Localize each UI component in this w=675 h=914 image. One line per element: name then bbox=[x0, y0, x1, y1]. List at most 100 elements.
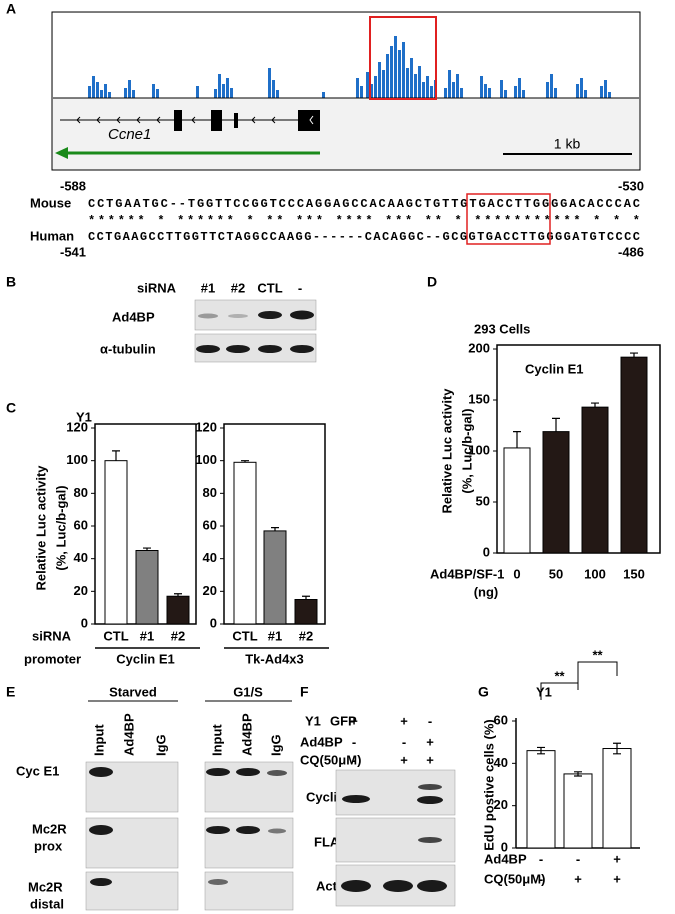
panel-label: G bbox=[478, 684, 489, 700]
motif-box bbox=[466, 193, 551, 245]
band bbox=[267, 770, 287, 776]
y-axis-label: Relative Luc activity bbox=[33, 465, 48, 591]
error-bar bbox=[302, 595, 310, 600]
y-tick-label: 0 bbox=[210, 615, 217, 630]
bar bbox=[135, 550, 159, 625]
lane-label: Input bbox=[91, 724, 106, 756]
band bbox=[417, 880, 447, 892]
condition-value: + bbox=[400, 752, 408, 767]
band bbox=[196, 345, 220, 353]
blot-label: Ad4BP bbox=[112, 309, 155, 324]
condition-value: - bbox=[576, 851, 580, 866]
bar bbox=[581, 406, 609, 554]
panel-label: D bbox=[427, 274, 437, 290]
row-label: Cyc E1 bbox=[16, 763, 59, 778]
scale-label: 1 kb bbox=[554, 136, 581, 152]
blot bbox=[85, 871, 179, 911]
condition-value: + bbox=[400, 713, 408, 728]
band bbox=[417, 796, 443, 804]
error-bar bbox=[112, 450, 120, 461]
error-bar bbox=[143, 547, 151, 551]
condition-label: GFP bbox=[330, 713, 357, 728]
band bbox=[418, 837, 442, 843]
y-axis-label: Relative Luc activity bbox=[439, 388, 454, 514]
y-tick-label: 60 bbox=[494, 712, 508, 727]
y-tick-label: 20 bbox=[494, 797, 508, 812]
conservation-line: ****** * ****** * ** *** **** *** ** * *… bbox=[88, 214, 640, 228]
error-bar bbox=[591, 402, 599, 408]
band bbox=[268, 828, 286, 834]
error-bar bbox=[271, 527, 279, 531]
y-tick-label: 40 bbox=[203, 550, 217, 565]
band bbox=[89, 825, 113, 835]
condition-value: + bbox=[426, 734, 434, 749]
row-label: distal bbox=[30, 896, 64, 911]
y-tick-label: 120 bbox=[195, 419, 217, 434]
group-label: Starved bbox=[109, 684, 157, 699]
species-label: Mouse bbox=[30, 195, 71, 210]
row-label: promoter bbox=[24, 651, 81, 666]
lane-label: #1 bbox=[201, 280, 215, 295]
x-tick-label: #1 bbox=[268, 628, 282, 643]
error-bar bbox=[537, 746, 545, 755]
condition-value: - bbox=[539, 871, 543, 886]
group-label: G1/S bbox=[233, 684, 263, 699]
bar bbox=[294, 599, 318, 625]
error-bar bbox=[574, 771, 582, 777]
strand-arrows bbox=[76, 116, 276, 124]
y-tick-label: 200 bbox=[468, 340, 490, 355]
bar bbox=[542, 431, 570, 554]
bar bbox=[233, 461, 257, 625]
x-tick-label: #1 bbox=[140, 628, 154, 643]
x-tick-label: #2 bbox=[299, 628, 313, 643]
y-axis-label: (%, Luc/b-gal) bbox=[459, 408, 474, 493]
condition-label: CQ(50μM) bbox=[484, 871, 545, 886]
band bbox=[90, 878, 112, 886]
error-bar bbox=[630, 352, 638, 358]
significance-bracket bbox=[577, 661, 618, 690]
lane-label: Input bbox=[209, 724, 224, 756]
y-tick-label: 20 bbox=[74, 583, 88, 598]
panel-label: B bbox=[6, 274, 16, 290]
x-tick-label: 0 bbox=[513, 566, 520, 581]
y-tick-label: 40 bbox=[74, 550, 88, 565]
condition-value: - bbox=[352, 752, 356, 767]
error-bar bbox=[513, 431, 521, 448]
condition-value: + bbox=[350, 713, 358, 728]
significance-label: ** bbox=[592, 647, 603, 662]
y-tick-label: 0 bbox=[483, 544, 490, 559]
unit-label: (ng) bbox=[474, 584, 499, 599]
position-label: -588 bbox=[60, 178, 86, 193]
band bbox=[290, 345, 314, 353]
chart-title: Y1 bbox=[536, 684, 552, 699]
highlight-box bbox=[369, 16, 437, 100]
lane-label: - bbox=[298, 280, 302, 295]
y-tick-label: 50 bbox=[476, 493, 490, 508]
panel-label: A bbox=[6, 1, 16, 17]
blot-label: α-tubulin bbox=[100, 341, 156, 356]
condition-value: + bbox=[613, 851, 621, 866]
exon bbox=[174, 110, 182, 131]
bar bbox=[526, 750, 556, 849]
plot-frame bbox=[496, 344, 661, 554]
group-label: Cyclin E1 bbox=[116, 651, 175, 666]
bar bbox=[620, 356, 648, 554]
y-tick-label: 100 bbox=[468, 442, 490, 457]
row-label: siRNA bbox=[32, 628, 72, 643]
y-tick-label: 100 bbox=[66, 452, 88, 467]
condition-value: + bbox=[613, 871, 621, 886]
position-label: -541 bbox=[60, 244, 86, 259]
lane-label: IgG bbox=[268, 734, 283, 756]
bar bbox=[104, 460, 128, 625]
panel-label: C bbox=[6, 400, 16, 416]
bar bbox=[166, 595, 190, 625]
bar bbox=[563, 773, 593, 849]
band bbox=[226, 345, 250, 353]
y-tick-label: 80 bbox=[74, 485, 88, 500]
row-header: siRNA bbox=[137, 280, 177, 295]
bar bbox=[263, 530, 287, 625]
band bbox=[290, 310, 314, 320]
band bbox=[206, 826, 230, 834]
band bbox=[236, 826, 260, 834]
